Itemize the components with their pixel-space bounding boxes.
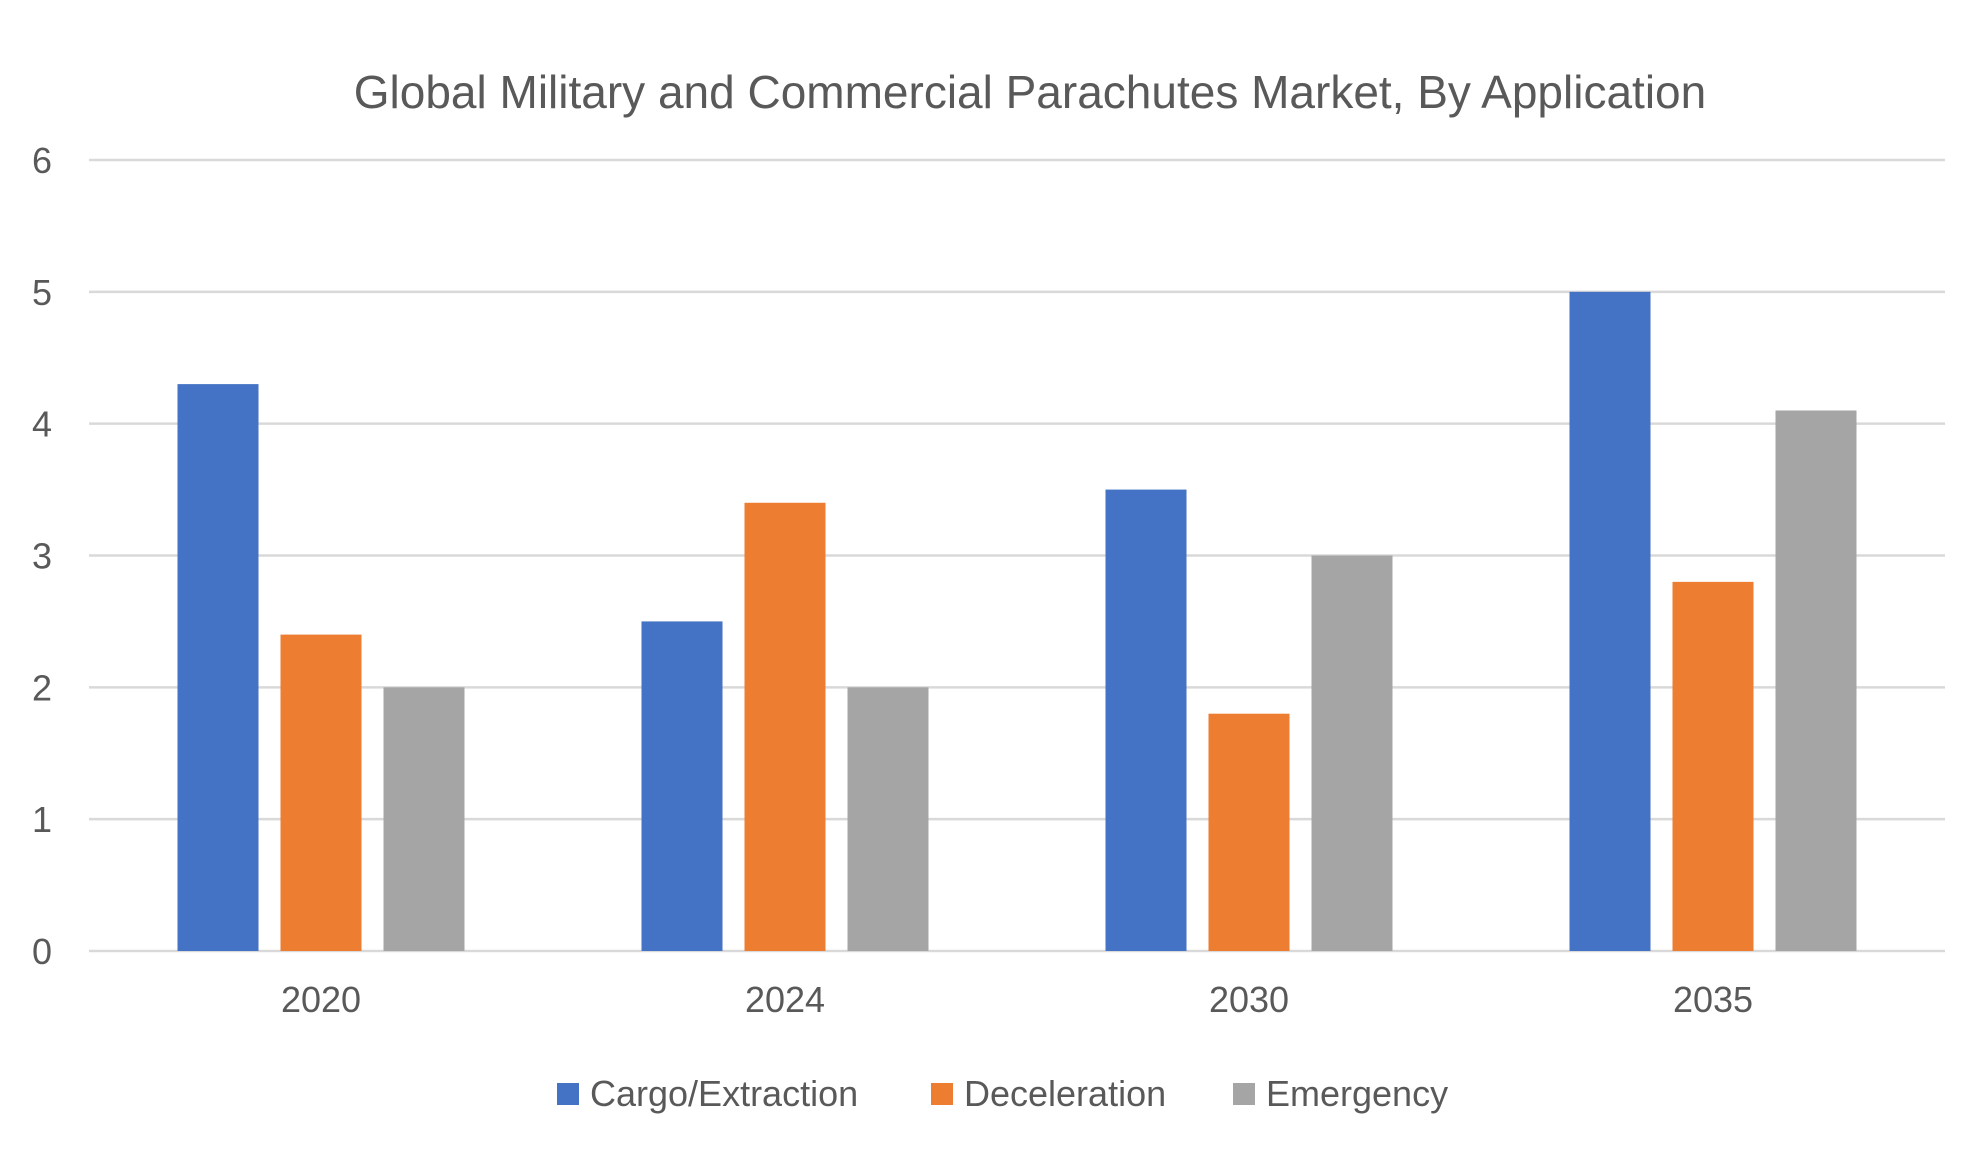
bar-cargo-extraction-2030 — [1105, 489, 1187, 951]
bars — [177, 291, 1857, 951]
y-tick-label: 0 — [32, 931, 52, 972]
bar-emergency-2024 — [847, 687, 929, 951]
y-tick-label: 6 — [32, 140, 52, 181]
x-axis-tick-labels: 2020 2024 2030 2035 — [281, 979, 1753, 1020]
x-tick-label: 2020 — [281, 979, 361, 1020]
bar-emergency-2030 — [1311, 555, 1393, 951]
bar-emergency-2035 — [1775, 410, 1857, 951]
legend-swatch — [557, 1083, 579, 1105]
legend-label: Cargo/Extraction — [590, 1073, 858, 1114]
y-tick-label: 5 — [32, 272, 52, 313]
gridlines — [89, 158, 1945, 953]
y-tick-label: 3 — [32, 536, 52, 577]
y-tick-label: 4 — [32, 404, 52, 445]
legend-item: Cargo/Extraction — [557, 1073, 858, 1114]
legend-swatch — [931, 1083, 953, 1105]
legend-item: Emergency — [1233, 1073, 1448, 1114]
y-tick-label: 2 — [32, 667, 52, 708]
x-tick-label: 2024 — [745, 979, 825, 1020]
y-axis-tick-labels: 0 1 2 3 4 5 6 — [32, 140, 52, 972]
bar-deceleration-2030 — [1208, 713, 1290, 951]
legend-label: Emergency — [1266, 1073, 1448, 1114]
bar-emergency-2020 — [383, 687, 465, 951]
x-tick-label: 2030 — [1209, 979, 1289, 1020]
y-tick-label: 1 — [32, 799, 52, 840]
legend-swatch — [1233, 1083, 1255, 1105]
bar-deceleration-2024 — [744, 502, 826, 951]
legend-item: Deceleration — [931, 1073, 1166, 1114]
bar-deceleration-2035 — [1672, 581, 1754, 951]
chart-title: Global Military and Commercial Parachute… — [354, 66, 1706, 118]
bar-deceleration-2020 — [280, 634, 362, 951]
legend-label: Deceleration — [964, 1073, 1166, 1114]
bar-cargo-extraction-2020 — [177, 384, 259, 951]
bar-cargo-extraction-2035 — [1569, 291, 1651, 951]
bar-cargo-extraction-2024 — [641, 621, 723, 951]
legend: Cargo/Extraction Deceleration Emergency — [557, 1073, 1448, 1114]
x-tick-label: 2035 — [1673, 979, 1753, 1020]
